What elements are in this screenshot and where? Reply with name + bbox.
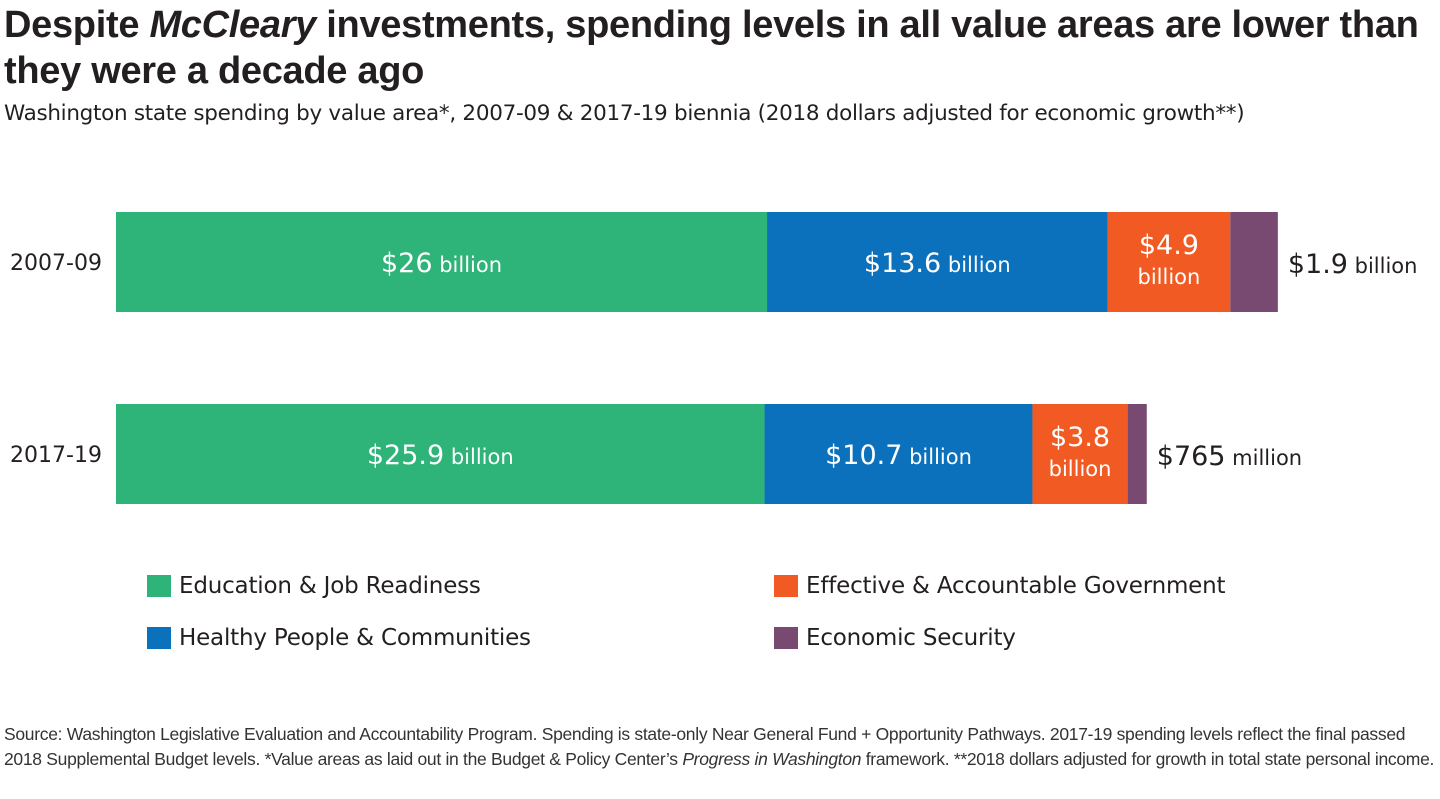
bar-segment: [1230, 212, 1278, 312]
value-number: $1.9: [1288, 249, 1348, 280]
source-text: framework. **2018 dollars adjusted for g…: [861, 749, 1435, 769]
legend-item: Economic Security: [774, 625, 1016, 651]
value-unit: billion: [1049, 457, 1112, 481]
value-number: $4.9: [1139, 230, 1199, 261]
legend-item: Effective & Accountable Government: [774, 573, 1225, 599]
bar-value-label: $1.9 billion: [1288, 249, 1418, 280]
source-italic: Progress in Washington: [682, 749, 862, 769]
legend-swatch: [147, 627, 171, 649]
bar-segment: [116, 212, 768, 312]
bar-value-label: $25.9 billion: [367, 440, 514, 471]
source-text: Source: Washington Legislative Evaluatio…: [4, 724, 1406, 769]
legend-swatch: [147, 575, 171, 597]
title-italic: McCleary: [149, 4, 317, 46]
category-label: 2007-09: [10, 251, 102, 276]
title-text: Despite: [4, 4, 150, 46]
chart-title: Despite McCleary investments, spending l…: [4, 2, 1439, 94]
bar-value-label: $3.8 billion: [1049, 422, 1112, 481]
bar-value-label: $26 billion: [381, 248, 502, 279]
value-unit: billion: [1138, 265, 1201, 289]
bar-value-label: $13.6 billion: [864, 248, 1011, 279]
bar-value-label: $765 million: [1157, 441, 1302, 472]
source-note: Source: Washington Legislative Evaluatio…: [4, 722, 1440, 772]
bar-chart: 2007-09 $26 billion $13.6 billion$4.9 billi…: [10, 212, 1418, 504]
bar-segment: [1107, 212, 1231, 312]
value-unit: million: [1225, 446, 1302, 470]
value-number: $25.9: [367, 440, 444, 471]
bar-segment: [116, 404, 765, 504]
category-label: 2017-19: [10, 443, 102, 468]
bar-value-label: $10.7 billion: [825, 440, 972, 471]
bar-segment: [1127, 404, 1147, 504]
legend-label: Education & Job Readiness: [179, 573, 481, 599]
legend-item: Education & Job Readiness: [147, 573, 481, 599]
title-text: investments, spending levels in all valu…: [4, 4, 1419, 92]
value-number: $13.6: [864, 248, 941, 279]
value-unit: billion: [1348, 254, 1418, 278]
value-unit: billion: [444, 445, 514, 469]
value-number: $3.8: [1050, 422, 1110, 453]
value-number: $10.7: [825, 440, 902, 471]
legend-label: Economic Security: [806, 625, 1016, 651]
bar-segment: [764, 404, 1033, 504]
value-unit: billion: [941, 253, 1011, 277]
legend-label: Healthy People & Communities: [179, 625, 531, 651]
value-unit: billion: [902, 445, 972, 469]
value-unit: billion: [433, 253, 503, 277]
legend-swatch: [774, 575, 798, 597]
legend-label: Effective & Accountable Government: [806, 573, 1226, 599]
bar-segment: [1032, 404, 1128, 504]
value-number: $765: [1157, 441, 1226, 472]
chart-subtitle: Washington state spending by value area*…: [4, 101, 1245, 126]
bar-segment: [767, 212, 1108, 312]
value-number: $26: [381, 248, 433, 279]
legend-swatch: [774, 627, 798, 649]
bar-value-label: $4.9 billion: [1138, 230, 1201, 289]
legend-item: Healthy People & Communities: [147, 625, 531, 651]
